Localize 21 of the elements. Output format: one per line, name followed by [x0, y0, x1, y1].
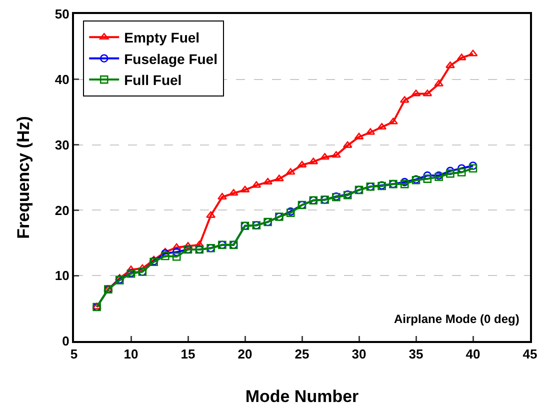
x-tick-label: 20: [238, 346, 252, 362]
legend-label: Fuselage Fuel: [124, 50, 218, 67]
x-tick-label: 30: [352, 346, 366, 362]
y-tick-label: 20: [54, 202, 70, 218]
y-tick-label: 30: [54, 137, 70, 152]
y-tick-label: 40: [54, 72, 70, 87]
x-tick-label: 40: [466, 346, 480, 362]
legend-label: Full Fuel: [124, 72, 182, 88]
y-tick-label: 10: [54, 268, 70, 284]
x-tick-label: 25: [294, 346, 310, 362]
x-tick-label: 5: [70, 346, 78, 362]
annotation: Airplane Mode (0 deg): [394, 312, 520, 326]
x-tick-label: 45: [522, 346, 538, 362]
x-tick-label: 35: [408, 346, 424, 362]
x-tick-label: 10: [124, 346, 138, 362]
x-axis-title: Mode Number: [245, 387, 360, 406]
legend-label: Empty Fuel: [124, 30, 200, 46]
y-axis-title: Frequency (Hz): [14, 116, 33, 239]
x-tick-label: 15: [180, 346, 196, 362]
y-tick-label: 0: [62, 334, 70, 349]
y-tick-label: 50: [54, 6, 70, 22]
